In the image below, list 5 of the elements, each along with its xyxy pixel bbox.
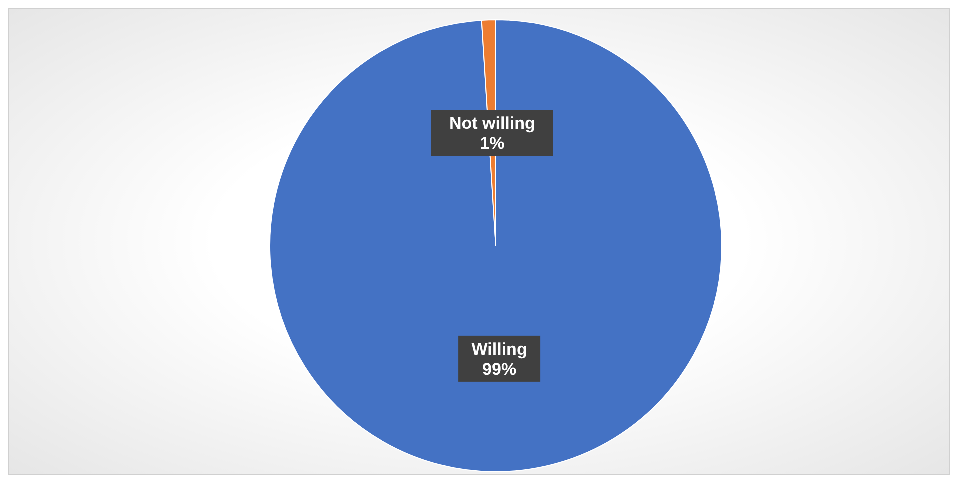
data-label: 99% [482, 360, 517, 379]
pie-slice [270, 20, 722, 472]
data-label: 1% [480, 134, 505, 154]
slice-label: Willing [472, 340, 528, 359]
slice-label: Not willing [449, 114, 536, 134]
